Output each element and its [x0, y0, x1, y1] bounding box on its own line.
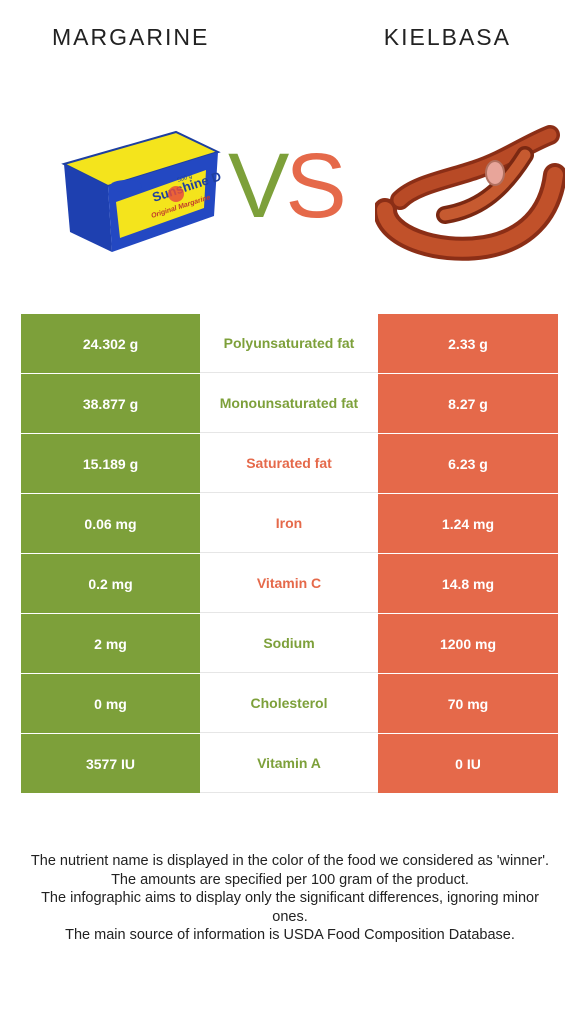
right-food-title: KIELBASA [383, 24, 511, 50]
hero-images: Sunshine D Original Margarine 500 g VS [0, 110, 580, 270]
left-value: 24.302 g [21, 314, 200, 373]
left-value: 0.06 mg [21, 494, 200, 553]
right-value: 70 mg [378, 674, 558, 733]
nutrient-name: Polyunsaturated fat [200, 314, 378, 373]
table-row: 38.877 g Monounsaturated fat 8.27 g [21, 374, 558, 434]
right-value: 1200 mg [378, 614, 558, 673]
margarine-weight-text: 500 g [177, 174, 193, 184]
footer-line-aims: The infographic aims to display only the… [41, 890, 539, 925]
vs-label: VS [228, 135, 347, 237]
nutrient-name: Iron [200, 494, 378, 553]
table-row: 2 mg Sodium 1200 mg [21, 614, 558, 674]
table-row: 0 mg Cholesterol 70 mg [21, 674, 558, 734]
nutrient-name: Cholesterol [200, 674, 378, 733]
left-value: 3577 IU [21, 734, 200, 793]
nutrient-name: Monounsaturated fat [200, 374, 378, 433]
left-food-title: MARGARINE [52, 24, 210, 50]
left-value: 0.2 mg [21, 554, 200, 613]
nutrient-name: Sodium [200, 614, 378, 673]
right-value: 8.27 g [378, 374, 558, 433]
right-value: 6.23 g [378, 434, 558, 493]
margarine-image: Sunshine D Original Margarine 500 g [61, 130, 223, 252]
table-row: 24.302 g Polyunsaturated fat 2.33 g [21, 314, 558, 374]
footer-line-winner: The nutrient name is displayed in the co… [30, 853, 550, 869]
footer-line-amounts: The amounts are specified per 100 gram o… [111, 871, 469, 888]
left-value: 15.189 g [21, 434, 200, 493]
right-value: 2.33 g [378, 314, 558, 373]
nutrient-comparison-table: 24.302 g Polyunsaturated fat 2.33 g 38.877 … [21, 314, 558, 794]
table-row: 0.2 mg Vitamin C 14.8 mg [21, 554, 558, 614]
table-row: 15.189 g Saturated fat 6.23 g [21, 434, 558, 494]
footer-notes: The nutrient name is displayed in the co… [30, 852, 550, 945]
right-value: 0 IU [378, 734, 558, 793]
nutrient-name: Vitamin A [200, 734, 378, 793]
nutrient-name: Saturated fat [200, 434, 378, 493]
left-value: 38.877 g [21, 374, 200, 433]
left-value: 2 mg [21, 614, 200, 673]
kielbasa-image [375, 125, 565, 261]
footer-line-source: The main source of information is USDA F… [65, 927, 515, 943]
table-row: 0.06 mg Iron 1.24 mg [21, 494, 558, 554]
nutrient-name: Vitamin C [200, 554, 378, 613]
left-value: 0 mg [21, 674, 200, 733]
right-value: 14.8 mg [378, 554, 558, 613]
right-value: 1.24 mg [378, 494, 558, 553]
